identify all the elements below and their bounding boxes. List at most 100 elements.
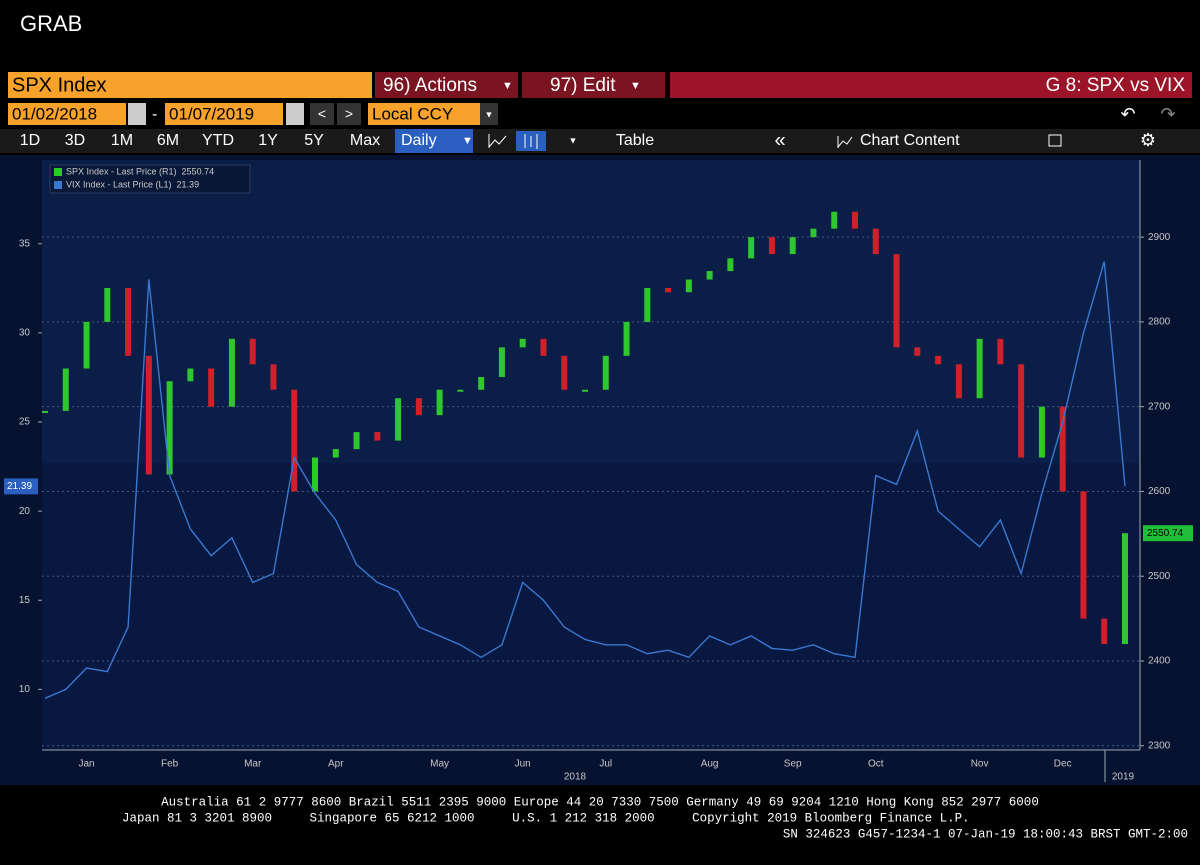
price-bar [270,364,277,390]
price-bar [478,377,485,390]
x-tick-label: Oct [868,759,884,770]
period-button[interactable]: 1Y [258,132,278,149]
price-bar [789,237,796,255]
x-tick-label: Apr [328,759,344,770]
next-icon[interactable]: > [345,106,353,122]
price-bar [1018,364,1025,458]
start-date[interactable]: 01/02/2018 [12,104,97,123]
edit-menu[interactable] [522,72,665,98]
dropdown-arrow: ▼ [462,135,473,147]
security-field[interactable] [8,72,372,98]
date-separator: - [152,106,157,123]
price-bar [727,258,734,272]
price-bar [498,347,505,378]
price-bar [561,355,568,390]
period-button[interactable]: Max [350,132,380,149]
actions-menu[interactable] [375,72,518,98]
next-button[interactable] [337,103,361,125]
y2-tick-label: 2600 [1148,486,1171,497]
prev-button[interactable] [310,103,334,125]
x-tick-label: Mar [244,759,262,770]
price-bar [935,355,942,365]
price-bar [768,237,775,255]
price-bar [42,410,48,413]
x-tick-label: Jan [78,759,94,770]
end-date[interactable]: 01/07/2019 [169,104,254,123]
y2-tick-label: 2900 [1148,232,1171,243]
y2-tick-label: 2800 [1148,317,1171,328]
dropdown-arrow: ▼ [485,109,494,119]
actions[interactable]: 96) Actions [383,75,477,96]
x-tick-label: May [430,759,449,770]
chart-content-button[interactable]: Chart Content [860,132,960,149]
price-bar [665,288,672,293]
price-bar [187,368,194,382]
last-price-badge [1143,525,1193,542]
chart-content-icon[interactable] [837,136,853,148]
period-button[interactable]: 3D [65,132,85,149]
button-bar [0,129,1200,153]
y-tick-label: 15 [19,595,31,606]
period-button[interactable]: 1D [20,132,40,149]
window-title: GRAB [20,11,82,36]
currency[interactable]: Local CCY [372,104,453,123]
year-label: 2018 [564,772,587,783]
legend-swatch [54,168,62,176]
price-bar [291,389,298,492]
period-button[interactable]: YTD [202,132,234,149]
price-bar [893,254,900,348]
start-date-field[interactable] [8,103,126,125]
frequency-button[interactable] [395,129,473,153]
x-tick-label: Dec [1054,759,1072,770]
price-bar [166,381,173,475]
period-button[interactable]: 6M [157,132,179,149]
y-tick-label: 20 [19,506,31,517]
price-bar [540,338,547,356]
currency-field[interactable] [368,103,480,125]
security[interactable]: SPX Index [12,74,107,96]
x-tick-label: Sep [784,759,802,770]
chart-title: G 8: SPX vs VIX [1046,75,1186,96]
price-bar [997,338,1004,365]
price-bar [1101,618,1108,645]
price-bar [706,271,713,280]
price-bar [914,347,921,356]
edit-icon[interactable] [1048,134,1062,147]
bar-chart-icon[interactable] [524,134,538,149]
undo-icon[interactable]: ↶ [1120,104,1135,124]
calendar-icon[interactable] [286,103,304,125]
end-date-field[interactable] [165,103,283,125]
collapse-icon[interactable]: « [774,129,785,151]
edit[interactable]: 97) Edit [550,75,616,96]
dropdown-arrow: ▼ [502,80,513,92]
price-bar [1122,533,1128,645]
redo-icon[interactable]: ↷ [1160,104,1175,124]
price-bar [208,368,215,407]
legend-value: 21.39 [177,179,200,189]
footer-line: Japan 81 3 3201 8900 Singapore 65 6212 1… [122,811,970,825]
price-bar [852,211,858,229]
period-button[interactable]: 5Y [304,132,324,149]
plot-highlight [42,160,1140,463]
calendar-icon[interactable] [128,103,146,125]
dropdown-arrow[interactable]: ▼ [569,135,578,145]
price-bar [332,449,339,458]
currency-dropdown[interactable] [480,103,498,125]
prev-icon[interactable]: < [318,106,326,122]
price-bar [1059,406,1066,492]
price-bar [374,432,381,441]
series-line [44,261,1126,699]
footer-line: SN 324623 G457-1234-1 07-Jan-19 18:00:43… [783,827,1188,841]
plot-area [42,463,1140,750]
y-tick-label: 10 [19,684,31,695]
settings-icon[interactable]: ⚙ [1140,130,1156,150]
table-button[interactable]: Table [616,132,654,149]
x-tick-label: Jul [599,759,612,770]
price-bar [976,338,983,399]
price-bar [1080,491,1087,619]
price-bar [62,368,69,411]
period-button[interactable]: 1M [111,132,133,149]
frequency[interactable]: Daily [401,132,437,149]
line-chart-icon[interactable] [488,134,507,148]
